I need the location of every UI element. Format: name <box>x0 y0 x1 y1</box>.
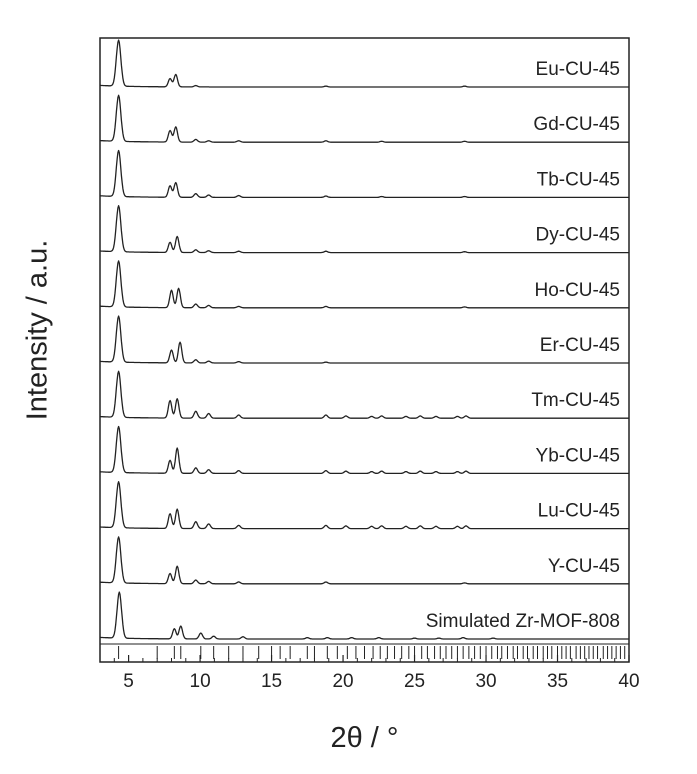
series-line <box>100 205 629 254</box>
series-line <box>100 425 629 475</box>
series-label: Gd-CU-45 <box>533 114 620 135</box>
series-label: Tb-CU-45 <box>537 169 620 190</box>
series-label: Tm-CU-45 <box>531 390 620 411</box>
series-label: Y-CU-45 <box>548 556 620 577</box>
x-tick-label: 30 <box>475 671 496 692</box>
series-line <box>100 315 629 364</box>
series-line <box>100 39 629 88</box>
series-line <box>100 370 629 419</box>
series-line <box>100 536 629 585</box>
series-line <box>100 591 629 640</box>
series-label: Lu-CU-45 <box>538 501 620 522</box>
series-line <box>100 260 629 309</box>
series-line <box>100 481 629 530</box>
x-tick-label: 35 <box>547 671 568 692</box>
series-label: Er-CU-45 <box>540 335 620 356</box>
x-axis-title: 2θ / ° <box>330 722 399 754</box>
x-tick-label: 40 <box>618 671 639 692</box>
series-label: Ho-CU-45 <box>534 280 620 301</box>
x-tick-label: 5 <box>123 671 134 692</box>
plot-frame <box>99 37 630 663</box>
x-axis-ticks: 5 10 15 20 25 30 35 40 <box>99 655 640 692</box>
series-label: Simulated Zr-MOF-808 <box>426 611 620 632</box>
series-line <box>100 94 629 143</box>
series-label: Yb-CU-45 <box>536 445 620 466</box>
series-labels: Eu-CU-45 Gd-CU-45 Tb-CU-45 Dy-CU-45 Ho-CU-45… <box>426 59 620 632</box>
series-layer <box>100 39 629 640</box>
x-tick-label: 20 <box>332 671 353 692</box>
series-line <box>100 149 629 199</box>
x-tick-label: 10 <box>190 671 211 692</box>
y-axis-title-text: Intensity / a.u. <box>21 239 54 421</box>
reflection-ticks <box>118 646 626 659</box>
x-tick-label: 15 <box>261 671 282 692</box>
series-label: Dy-CU-45 <box>536 225 620 246</box>
series-label: Eu-CU-45 <box>536 59 620 80</box>
x-tick-label: 25 <box>404 671 425 692</box>
